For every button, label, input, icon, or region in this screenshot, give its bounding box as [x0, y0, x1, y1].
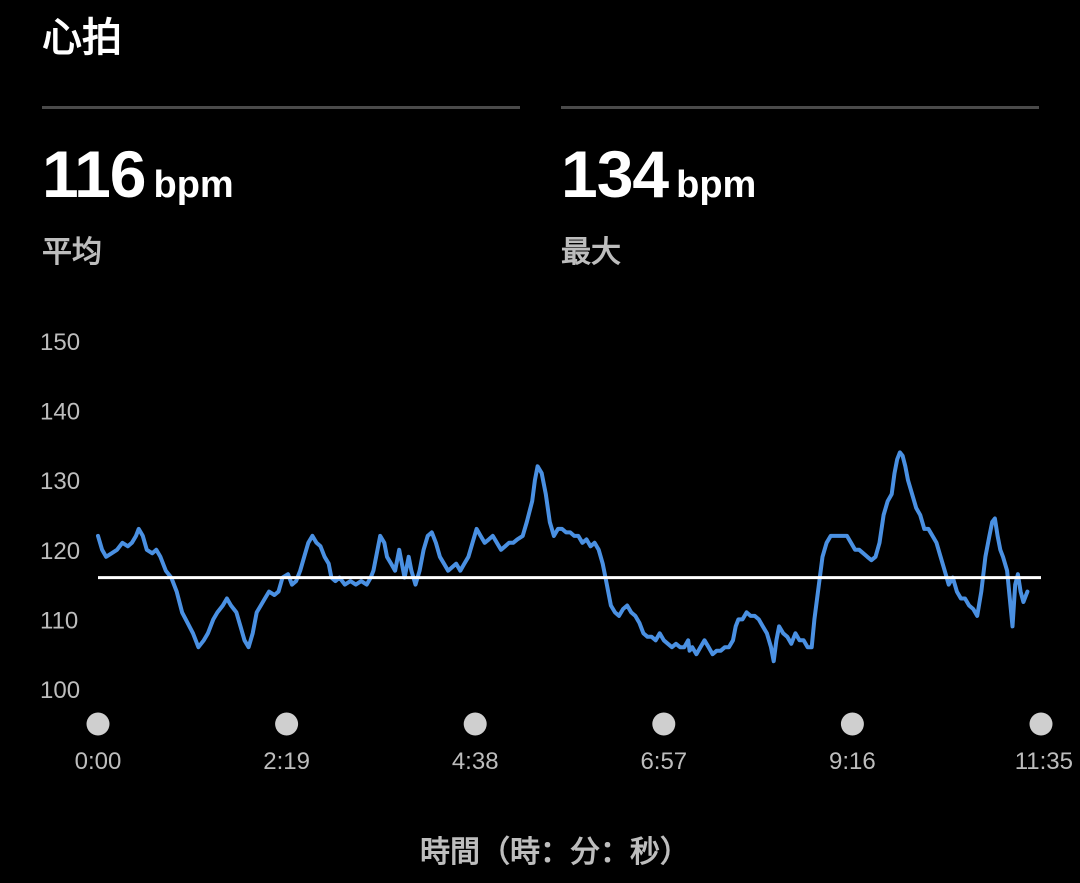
- x-tick-marker: [86, 712, 110, 736]
- y-tick-label: 120: [40, 538, 80, 565]
- stat-average-unit: bpm: [153, 164, 234, 206]
- y-tick-label: 100: [40, 677, 80, 704]
- x-axis-ticks: 0:00 2:19 4:38 6:57 9:16 11:35: [75, 712, 1073, 775]
- x-tick-label: 11:35: [1015, 748, 1073, 775]
- divider-maximum: [561, 106, 1039, 109]
- stat-maximum-value-row: 134 bpm: [561, 138, 756, 228]
- stat-average: 116 bpm 平均: [42, 138, 234, 272]
- x-tick-label: 2:19: [263, 748, 310, 775]
- x-tick-marker: [840, 712, 864, 736]
- stat-maximum-label: 最大: [561, 235, 621, 270]
- x-tick-label: 6:57: [640, 748, 687, 775]
- stat-maximum: 134 bpm 最大: [561, 138, 756, 272]
- x-tick-marker: [463, 712, 487, 736]
- y-axis-ticks: 150 140 130 120 110 100: [40, 329, 80, 704]
- chart-series-group: [96, 450, 1030, 664]
- stat-average-value: 116: [42, 137, 146, 211]
- x-tick-label: 0:00: [75, 748, 122, 775]
- x-tick-marker: [1029, 712, 1053, 736]
- y-tick-label: 140: [40, 399, 80, 426]
- y-tick-label: 130: [40, 468, 80, 495]
- stat-average-label: 平均: [42, 235, 102, 270]
- divider-average: [42, 106, 520, 109]
- x-axis-label: 時間（時：分：秒）: [420, 835, 690, 870]
- stat-maximum-unit: bpm: [676, 164, 757, 206]
- y-tick-label: 150: [40, 329, 80, 356]
- x-tick-label: 4:38: [452, 748, 499, 775]
- x-tick-label: 9:16: [829, 748, 876, 775]
- y-tick-label: 110: [40, 607, 78, 634]
- heart-rate-series-line: [96, 450, 1030, 664]
- page-title: 心拍: [42, 15, 122, 61]
- stat-maximum-value: 134: [561, 137, 669, 211]
- stat-average-value-row: 116 bpm: [42, 138, 234, 228]
- x-tick-marker: [275, 712, 299, 736]
- x-tick-marker: [652, 712, 676, 736]
